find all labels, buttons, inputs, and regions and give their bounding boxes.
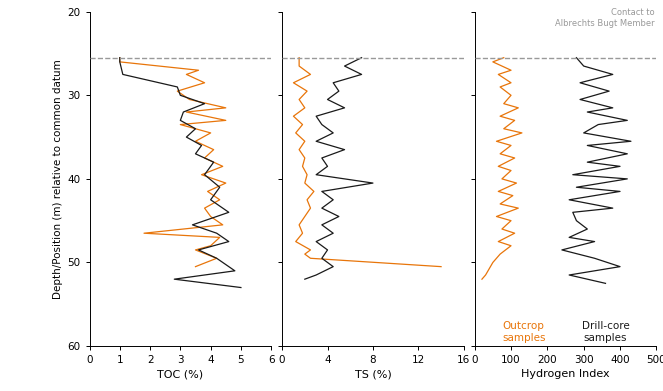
X-axis label: TS (%): TS (%)	[355, 369, 391, 379]
X-axis label: Hydrogen Index: Hydrogen Index	[521, 369, 610, 379]
Text: Drill-core
samples: Drill-core samples	[581, 321, 629, 343]
Text: Outcrop
samples: Outcrop samples	[502, 321, 546, 343]
Text: Contact to
Albrechts Bugt Member: Contact to Albrechts Bugt Member	[555, 8, 654, 29]
Y-axis label: Depth/Position (m) relative to common datum: Depth/Position (m) relative to common da…	[53, 59, 63, 299]
X-axis label: TOC (%): TOC (%)	[157, 369, 204, 379]
